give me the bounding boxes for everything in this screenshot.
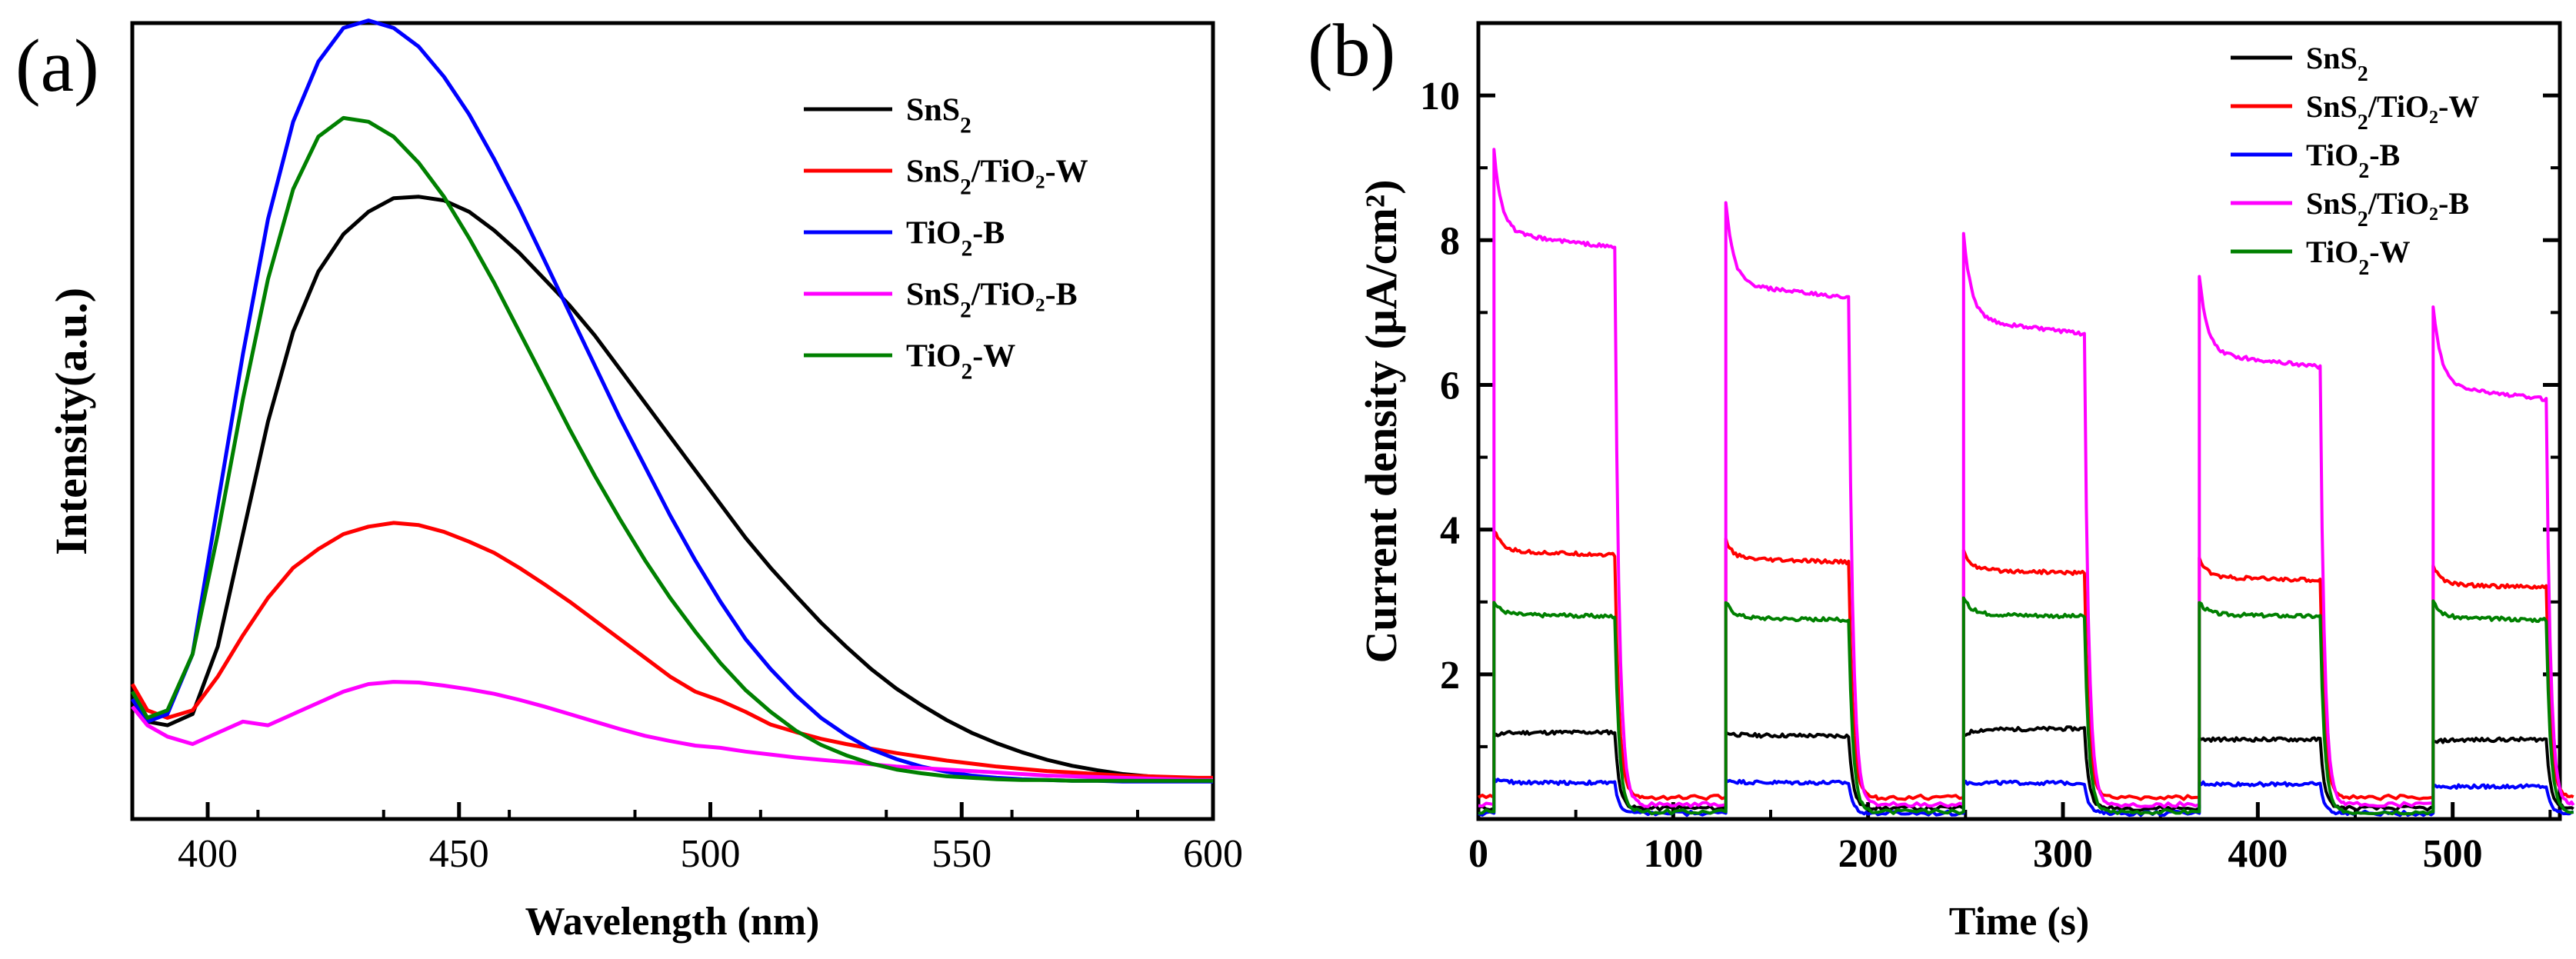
panel-b-label: (b): [1308, 9, 1395, 92]
legend-label-name: TiO: [2306, 138, 2358, 172]
legend-label-rest: /TiO₂-W: [971, 155, 1088, 190]
legend-label-5: TiO2-W: [906, 339, 1015, 385]
legend-label-rest: -W: [972, 339, 1015, 375]
series-line-a-1: [131, 195, 1214, 781]
legend-label-4: SnS2/TiO₂-B: [906, 278, 1078, 323]
legend-label-sub: 2: [961, 237, 973, 261]
series-line-a-4: [131, 680, 1213, 782]
legend-label-sub: 2: [960, 298, 971, 323]
panel-a-y-axis-label: Intensity(a.u.): [46, 288, 96, 555]
legend-label-name: TiO: [906, 216, 961, 251]
panel-a-plot-frame: [130, 21, 1215, 821]
series-line-a-5: [130, 115, 1213, 783]
legend-label-3: TiO2-B: [2306, 138, 2400, 183]
x-tick-label-500: 500: [2423, 832, 2483, 876]
x-tick-label-300: 300: [2033, 832, 2093, 876]
x-tick-label-400: 400: [178, 832, 238, 876]
panel-b: (b) 0 100 200 300 400 500 2 4 6 8 10 Time (s) Curr…: [1308, 9, 2575, 944]
legend-label-name: SnS: [2306, 41, 2358, 75]
panel-b-ticks: 0 100 200 300 400 500 2 4 6 8 10: [1420, 75, 2560, 876]
legend-label-sub: 2: [2358, 159, 2369, 183]
panel-b-y-axis-label: Current density (μA/cm²): [1356, 179, 1406, 663]
legend-label-rest: -B: [972, 216, 1005, 251]
series-line-a-3: [130, 18, 1213, 784]
legend-label-sub: 2: [2358, 62, 2368, 86]
y-tick-label-4: 4: [1440, 509, 1460, 553]
series-line-a-2: [130, 521, 1213, 780]
panel-b-plot-frame: [1476, 21, 2562, 821]
x-tick-label-500: 500: [681, 832, 741, 876]
legend-label-rest: -W: [2369, 235, 2410, 269]
x-tick-label-0: 0: [1468, 832, 1488, 876]
legend-label-rest: -B: [2369, 138, 2400, 172]
legend-label-name: SnS: [2306, 89, 2358, 124]
y-tick-label-8: 8: [1440, 219, 1460, 263]
series-line-b-4: [1478, 148, 2575, 808]
legend-label-5: TiO2-W: [2306, 235, 2411, 280]
legend-label-sub: 2: [2358, 256, 2369, 280]
x-tick-label-400: 400: [2228, 832, 2288, 876]
legend-label-name: TiO: [906, 339, 961, 375]
panel-b-x-axis-label: Time (s): [1949, 900, 2089, 944]
panel-a-series: [130, 18, 1214, 784]
series-line-b-2: [1478, 529, 2574, 801]
legend-label-name: TiO: [2306, 235, 2358, 269]
legend-label-name: SnS: [2306, 186, 2358, 221]
legend-label-sub: 2: [961, 360, 973, 385]
y-tick-label-6: 6: [1440, 364, 1460, 408]
x-tick-label-450: 450: [429, 832, 489, 876]
panel-b-series: [1478, 148, 2575, 817]
x-tick-label-200: 200: [1838, 832, 1898, 876]
panel-a: (a) 400 450 500 550 600 Wavelength (nm) Inte…: [15, 18, 1243, 944]
legend-label-name: SnS: [906, 278, 960, 313]
x-tick-label-100: 100: [1643, 832, 1703, 876]
x-tick-label-600: 600: [1183, 832, 1243, 876]
panel-a-x-ticks: 400 450 500 550 600: [178, 802, 1243, 876]
legend-label-4: SnS2/TiO₂-B: [2306, 186, 2469, 231]
series-line-b-5: [1478, 596, 2574, 816]
legend-label-3: TiO2-B: [906, 216, 1005, 261]
legend-label-sub: 2: [2358, 208, 2368, 231]
legend-label-name: SnS: [906, 93, 960, 128]
legend-label-1: SnS2: [2306, 41, 2368, 86]
panel-a-x-axis-label: Wavelength (nm): [525, 900, 820, 944]
panel-a-label: (a): [15, 25, 99, 108]
legend-label-2: SnS2/TiO₂-W: [2306, 89, 2479, 135]
legend-label-1: SnS2: [906, 93, 971, 138]
legend-label-rest: /TiO₂-B: [971, 278, 1078, 313]
legend-label-name: SnS: [906, 155, 960, 190]
y-tick-label-10: 10: [1420, 75, 1460, 118]
legend-label-2: SnS2/TiO₂-W: [906, 155, 1088, 200]
legend-label-sub: 2: [960, 114, 971, 138]
y-tick-label-2: 2: [1440, 654, 1460, 698]
legend-label-rest: /TiO₂-W: [2368, 89, 2480, 124]
legend-label-rest: /TiO₂-B: [2368, 186, 2469, 221]
legend-label-sub: 2: [960, 175, 971, 200]
legend-label-sub: 2: [2358, 111, 2368, 135]
x-tick-label-550: 550: [931, 832, 991, 876]
